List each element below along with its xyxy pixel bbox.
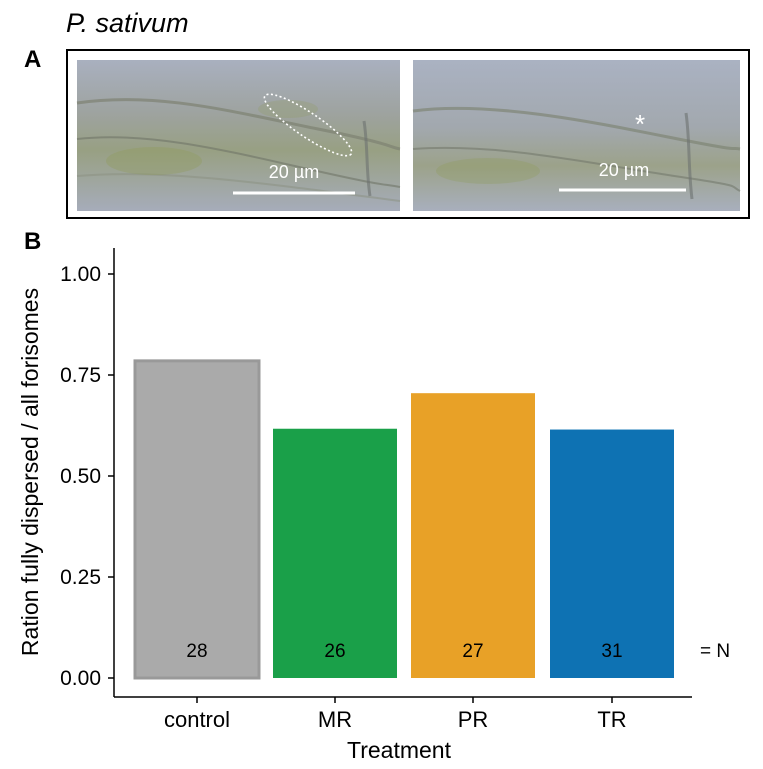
x-axis-title: Treatment [347, 737, 452, 763]
x-tick-label: control [164, 707, 230, 732]
bar-count-label: 31 [601, 641, 622, 662]
y-tick-label: 0.25 [60, 566, 101, 589]
scale-bar-label: 20 µm [599, 160, 649, 180]
bar-control [133, 359, 261, 680]
y-tick-label: 0.00 [60, 667, 101, 690]
bar-mr [273, 428, 397, 678]
bar-tr [550, 429, 674, 678]
x-tick-label: MR [318, 707, 352, 732]
y-tick-label: 0.75 [60, 364, 101, 387]
bar-count-label: 28 [186, 641, 207, 662]
y-axis-title: Ration fully dispersed / all forisomes [17, 288, 43, 656]
panel-b-label: B [24, 228, 42, 255]
bar-count-label: 26 [324, 641, 345, 662]
ticks: control MR PR TR 0.00 0.25 0.50 0.75 1.00 [60, 263, 627, 732]
y-tick-label: 0.50 [60, 465, 101, 488]
micrograph-right: * 20 µm [412, 60, 741, 211]
count-suffix-label: = N [700, 641, 730, 662]
bar-count-label: 27 [462, 641, 483, 662]
scale-bar-label: 20 µm [269, 162, 319, 182]
micrograph-panels: 20 µm * 20 µm [76, 60, 741, 211]
x-tick-label: TR [597, 707, 626, 732]
micrograph-frame: 20 µm * 20 µm [66, 49, 750, 219]
micrograph-left: 20 µm [76, 60, 401, 211]
asterisk-marker: * [635, 109, 645, 139]
y-tick-label: 1.00 [60, 263, 101, 286]
panel-a-label: A [24, 46, 42, 73]
bar-pr [411, 393, 535, 678]
x-tick-label: PR [458, 707, 489, 732]
bars: 28 26 27 31 [133, 359, 674, 680]
species-title: P. sativum [66, 8, 189, 38]
